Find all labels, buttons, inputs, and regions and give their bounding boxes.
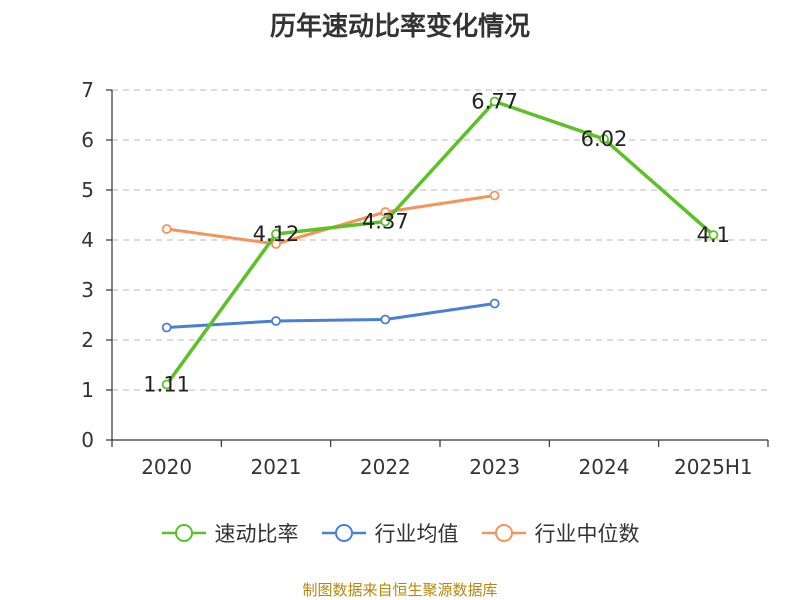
series-line (166, 194, 495, 246)
y-tick-label: 6 (81, 128, 94, 152)
data-label: 6.02 (581, 127, 628, 151)
data-label: 4.1 (697, 223, 730, 247)
data-point (161, 322, 172, 333)
source-note: 制图数据来自恒生聚源数据库 (302, 581, 498, 599)
y-tick-label: 0 (81, 428, 94, 452)
legend-label: 行业均值 (374, 522, 459, 546)
data-point (271, 229, 281, 239)
axes: 0 1 2 3 4 5 6 7 2020 2021 2022 2023 2024 2025H1 (81, 78, 769, 479)
y-tick-label: 3 (81, 278, 94, 302)
data-labels: 1.11 4.12 4.37 6.77 6.02 4.1 (143, 90, 730, 397)
chart-title: 历年速动比率变化情况 (269, 12, 530, 42)
x-tick-label: 2024 (579, 455, 630, 479)
legend-line-marker-icon (161, 524, 206, 542)
x-tick-label: 2023 (469, 455, 520, 479)
data-point (489, 96, 500, 107)
legend-item-quick-ratio[interactable]: 速动比率 (161, 518, 299, 548)
y-tick-label: 5 (81, 178, 94, 202)
data-label: 6.77 (471, 90, 518, 114)
gridlines (112, 89, 768, 391)
y-tick-label: 2 (81, 328, 94, 352)
data-label: 1.11 (143, 373, 190, 397)
legend-item-industry-median[interactable]: 行业中位数 (481, 518, 640, 548)
legend: 速动比率 行业均值 行业中位数 (0, 518, 800, 548)
x-tick-label: 2020 (141, 455, 192, 479)
series-line (166, 302, 495, 329)
y-tick-label: 1 (81, 378, 94, 402)
y-tick-label: 4 (81, 228, 94, 252)
x-tick-label: 2025H1 (674, 455, 753, 479)
legend-line-marker-icon (321, 524, 366, 542)
data-label: 4.37 (362, 210, 409, 234)
data-point (380, 207, 391, 217)
legend-label: 行业中位数 (534, 522, 640, 546)
data-point (489, 190, 500, 201)
y-tick-label: 7 (81, 78, 94, 102)
legend-label: 速动比率 (214, 522, 299, 546)
data-label: 4.12 (253, 222, 300, 246)
data-point (271, 239, 281, 249)
series-lines (161, 96, 719, 390)
x-tick-label: 2021 (251, 455, 302, 479)
data-point (271, 316, 281, 326)
series-line (165, 99, 715, 386)
data-point (380, 314, 391, 325)
data-point (380, 216, 391, 227)
data-point (708, 230, 719, 240)
data-point (599, 134, 609, 144)
data-point (161, 224, 172, 234)
x-tick-label: 2022 (360, 455, 411, 479)
data-point (161, 379, 172, 390)
data-point (489, 298, 500, 309)
legend-line-marker-icon (481, 524, 526, 542)
legend-item-industry-mean[interactable]: 行业均值 (321, 518, 459, 548)
